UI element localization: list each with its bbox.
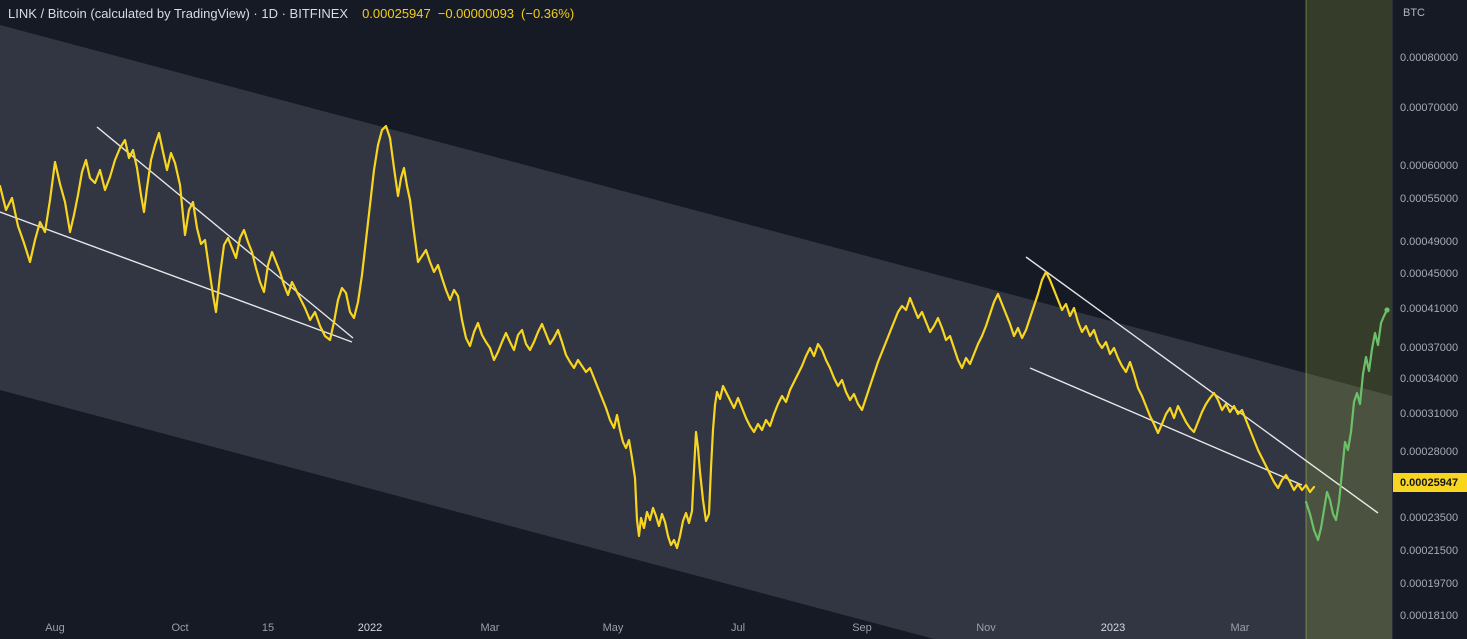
price-tick: 0.00080000 xyxy=(1400,52,1459,64)
trendline-2[interactable] xyxy=(0,211,353,343)
chart-legend: LINK / Bitcoin (calculated by TradingVie… xyxy=(8,6,574,21)
last-price-label: 0.00025947 xyxy=(1393,473,1467,492)
trendline-4[interactable] xyxy=(1029,367,1303,486)
price-tick: 0.00045000 xyxy=(1400,268,1459,280)
price-axis-unit: BTC xyxy=(1403,7,1425,19)
channel-band[interactable] xyxy=(0,25,1392,639)
trendline-3[interactable] xyxy=(1025,256,1379,514)
price-tick: 0.00019700 xyxy=(1400,578,1459,590)
price-tick: 0.00049000 xyxy=(1400,236,1459,248)
price-tick: 0.00070000 xyxy=(1400,102,1459,114)
legend-last-price: 0.00025947 xyxy=(362,6,431,21)
price-tick: 0.00018100 xyxy=(1400,610,1459,622)
price-tick: 0.00041000 xyxy=(1400,303,1459,315)
price-tick: 0.00055000 xyxy=(1400,193,1459,205)
series-end-dot xyxy=(1384,307,1390,313)
price-axis[interactable]: BTC 0.00025947 0.00080000 0.00070000 0.000… xyxy=(1392,0,1467,639)
legend-change-pct: (−0.36%) xyxy=(521,6,575,21)
trendline-1[interactable] xyxy=(96,126,354,339)
chart-canvas[interactable] xyxy=(0,0,1392,639)
legend-change: −0.00000093 xyxy=(437,6,515,21)
symbol-title[interactable]: LINK / Bitcoin (calculated by TradingVie… xyxy=(8,6,349,21)
price-tick: 0.00037000 xyxy=(1400,342,1459,354)
price-line-green[interactable] xyxy=(1304,308,1389,542)
price-tick: 0.00031000 xyxy=(1400,408,1459,420)
price-tick: 0.00021500 xyxy=(1400,545,1459,557)
highlight-zone[interactable] xyxy=(1306,0,1392,639)
price-tick: 0.00023500 xyxy=(1400,512,1459,524)
price-tick: 0.00034000 xyxy=(1400,373,1459,385)
price-line-yellow[interactable] xyxy=(0,124,1316,550)
price-tick: 0.00060000 xyxy=(1400,160,1459,172)
price-tick: 0.00028000 xyxy=(1400,446,1459,458)
